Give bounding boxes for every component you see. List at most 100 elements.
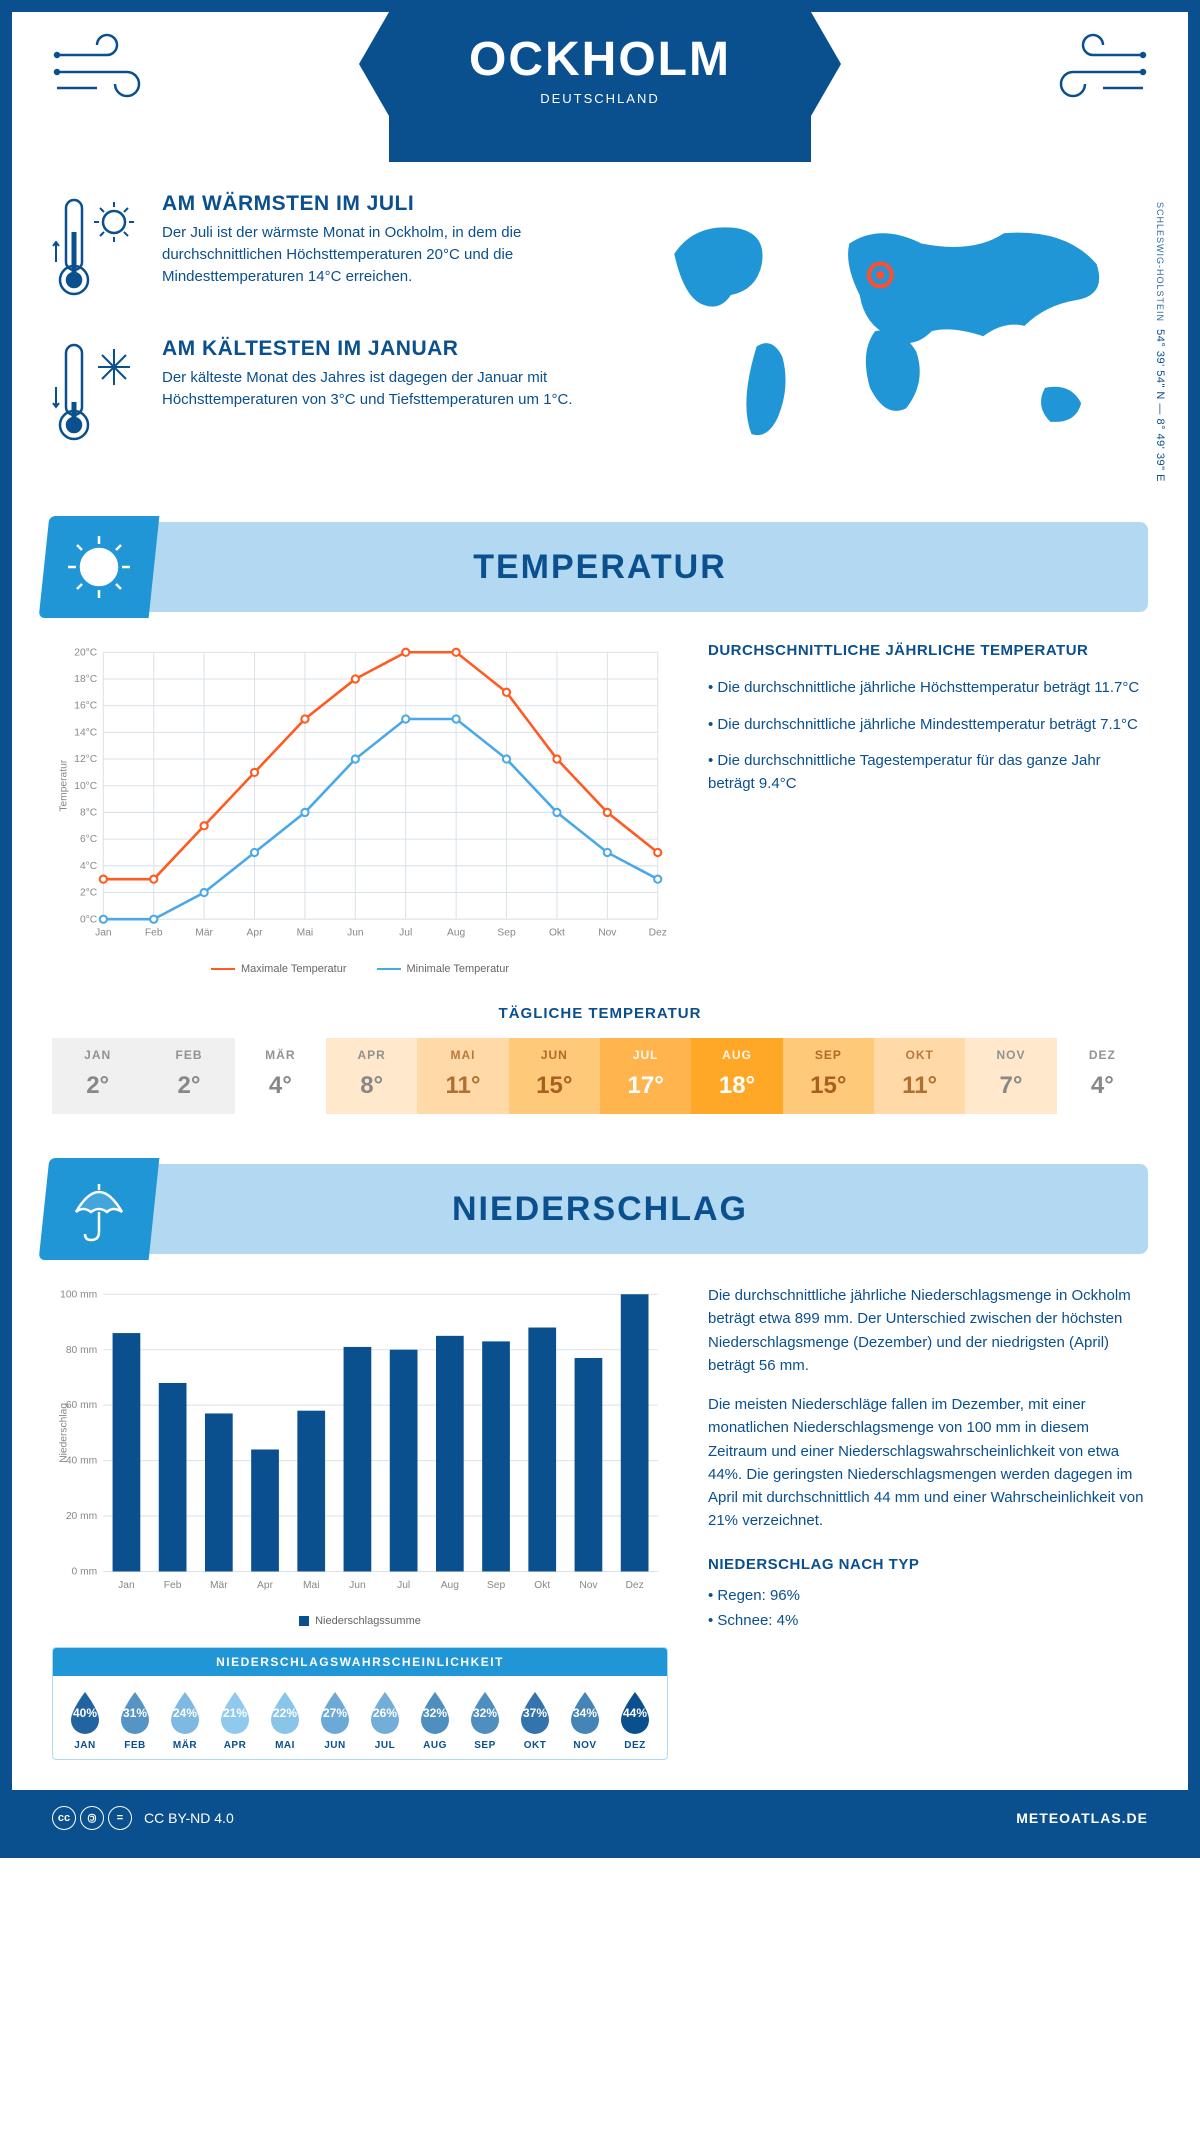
city-name: OCKHOLM bbox=[469, 32, 731, 87]
svg-text:0 mm: 0 mm bbox=[72, 1567, 98, 1578]
svg-text:Jan: Jan bbox=[118, 1580, 135, 1591]
temp-bullet: • Die durchschnittliche jährliche Höchst… bbox=[708, 677, 1148, 700]
daily-cell: APR8° bbox=[326, 1038, 417, 1114]
svg-text:Mai: Mai bbox=[297, 928, 314, 939]
precip-p2: Die meisten Niederschläge fallen im Deze… bbox=[708, 1393, 1148, 1533]
bytype-item: • Regen: 96% bbox=[708, 1584, 1148, 1607]
section-header-temperatur: TEMPERATUR bbox=[52, 522, 1148, 612]
prob-cell: 27%JUN bbox=[311, 1688, 359, 1751]
svg-text:80 mm: 80 mm bbox=[66, 1345, 97, 1356]
bytype-item: • Schnee: 4% bbox=[708, 1609, 1148, 1632]
svg-text:2°C: 2°C bbox=[80, 888, 98, 899]
precipitation-probability-box: NIEDERSCHLAGSWAHRSCHEINLICHKEIT 40%JAN31… bbox=[52, 1647, 668, 1760]
prob-cell: 22%MAI bbox=[261, 1688, 309, 1751]
thermometer-hot-icon bbox=[52, 192, 142, 307]
section-header-niederschlag: NIEDERSCHLAG bbox=[52, 1164, 1148, 1254]
svg-text:14°C: 14°C bbox=[74, 727, 98, 738]
svg-text:Apr: Apr bbox=[247, 928, 264, 939]
svg-text:0°C: 0°C bbox=[80, 914, 98, 925]
daily-cell: AUG18° bbox=[691, 1038, 782, 1114]
cc-icons: cc🄯= bbox=[52, 1806, 132, 1830]
svg-text:Okt: Okt bbox=[534, 1580, 550, 1591]
daily-cell: SEP15° bbox=[783, 1038, 874, 1114]
svg-text:Niederschlag: Niederschlag bbox=[58, 1403, 69, 1463]
temp-bullet: • Die durchschnittliche Tagestemperatur … bbox=[708, 750, 1148, 795]
svg-text:6°C: 6°C bbox=[80, 834, 98, 845]
warmest-title: AM WÄRMSTEN IM JULI bbox=[162, 192, 593, 216]
svg-text:8°C: 8°C bbox=[80, 808, 98, 819]
world-map: SCHLESWIG-HOLSTEIN 54° 39' 54" N — 8° 49… bbox=[633, 192, 1148, 482]
daily-temp-grid: JAN2°FEB2°MÄR4°APR8°MAI11°JUN15°JUL17°AU… bbox=[52, 1038, 1148, 1114]
wind-icon bbox=[1038, 30, 1148, 115]
country-name: DEUTSCHLAND bbox=[469, 91, 731, 106]
coldest-text: Der kälteste Monat des Jahres ist dagege… bbox=[162, 367, 593, 411]
svg-text:Feb: Feb bbox=[145, 928, 163, 939]
header: OCKHOLM DEUTSCHLAND bbox=[52, 12, 1148, 162]
warmest-text: Der Juli ist der wärmste Monat in Ockhol… bbox=[162, 222, 593, 287]
precip-p1: Die durchschnittliche jährliche Niedersc… bbox=[708, 1284, 1148, 1377]
svg-text:Okt: Okt bbox=[549, 928, 565, 939]
svg-text:Jun: Jun bbox=[349, 1580, 366, 1591]
svg-text:Apr: Apr bbox=[257, 1580, 274, 1591]
prob-cell: 40%JAN bbox=[61, 1688, 109, 1751]
svg-text:20 mm: 20 mm bbox=[66, 1511, 97, 1522]
svg-text:Sep: Sep bbox=[487, 1580, 506, 1591]
wind-icon bbox=[52, 30, 162, 115]
prob-title: NIEDERSCHLAGSWAHRSCHEINLICHKEIT bbox=[53, 1648, 667, 1676]
prob-cell: 26%JUL bbox=[361, 1688, 409, 1751]
title-ribbon: OCKHOLM DEUTSCHLAND bbox=[389, 12, 811, 162]
coordinates: SCHLESWIG-HOLSTEIN 54° 39' 54" N — 8° 49… bbox=[1154, 202, 1166, 482]
precipitation-bar-chart: 0 mm20 mm40 mm60 mm80 mm100 mmNiederschl… bbox=[52, 1284, 668, 1627]
temp-bullet: • Die durchschnittliche jährliche Mindes… bbox=[708, 714, 1148, 737]
daily-cell: MÄR4° bbox=[235, 1038, 326, 1114]
svg-text:Mär: Mär bbox=[210, 1580, 228, 1591]
svg-text:40 mm: 40 mm bbox=[66, 1456, 97, 1467]
daily-cell: NOV7° bbox=[965, 1038, 1056, 1114]
daily-temp-title: TÄGLICHE TEMPERATUR bbox=[52, 1005, 1148, 1022]
temp-text-title: DURCHSCHNITTLICHE JÄHRLICHE TEMPERATUR bbox=[708, 642, 1148, 659]
daily-cell: JAN2° bbox=[52, 1038, 143, 1114]
svg-text:10°C: 10°C bbox=[74, 781, 98, 792]
svg-text:Temperatur: Temperatur bbox=[58, 759, 69, 811]
svg-text:Nov: Nov bbox=[579, 1580, 598, 1591]
svg-text:100 mm: 100 mm bbox=[60, 1289, 97, 1300]
svg-text:Sep: Sep bbox=[497, 928, 516, 939]
svg-text:Aug: Aug bbox=[447, 928, 466, 939]
svg-text:Jul: Jul bbox=[399, 928, 412, 939]
svg-text:20°C: 20°C bbox=[74, 647, 98, 658]
daily-cell: OKT11° bbox=[874, 1038, 965, 1114]
prob-cell: 24%MÄR bbox=[161, 1688, 209, 1751]
svg-text:18°C: 18°C bbox=[74, 674, 98, 685]
svg-text:Dez: Dez bbox=[626, 1580, 644, 1591]
svg-text:Jun: Jun bbox=[347, 928, 364, 939]
daily-cell: JUN15° bbox=[509, 1038, 600, 1114]
site-name: METEOATLAS.DE bbox=[1016, 1810, 1148, 1826]
warmest-fact: AM WÄRMSTEN IM JULI Der Juli ist der wär… bbox=[52, 192, 593, 307]
prob-cell: 44%DEZ bbox=[611, 1688, 659, 1751]
svg-text:Jan: Jan bbox=[95, 928, 112, 939]
section-title: NIEDERSCHLAG bbox=[52, 1190, 1148, 1229]
svg-text:Mai: Mai bbox=[303, 1580, 320, 1591]
svg-text:Dez: Dez bbox=[649, 928, 667, 939]
daily-cell: DEZ4° bbox=[1057, 1038, 1148, 1114]
coldest-title: AM KÄLTESTEN IM JANUAR bbox=[162, 337, 593, 361]
svg-text:Feb: Feb bbox=[164, 1580, 182, 1591]
svg-text:Aug: Aug bbox=[441, 1580, 460, 1591]
svg-text:Nov: Nov bbox=[598, 928, 617, 939]
svg-text:Mär: Mär bbox=[195, 928, 213, 939]
svg-text:Jul: Jul bbox=[397, 1580, 410, 1591]
temperature-line-chart: 0°C2°C4°C6°C8°C10°C12°C14°C16°C18°C20°CJ… bbox=[52, 642, 668, 975]
thermometer-cold-icon bbox=[52, 337, 142, 452]
daily-cell: MAI11° bbox=[417, 1038, 508, 1114]
umbrella-icon bbox=[39, 1158, 160, 1260]
daily-cell: FEB2° bbox=[143, 1038, 234, 1114]
prob-cell: 32%SEP bbox=[461, 1688, 509, 1751]
prob-cell: 37%OKT bbox=[511, 1688, 559, 1751]
coldest-fact: AM KÄLTESTEN IM JANUAR Der kälteste Mona… bbox=[52, 337, 593, 452]
sun-icon bbox=[39, 516, 160, 618]
prob-cell: 32%AUG bbox=[411, 1688, 459, 1751]
precip-bytype-title: NIEDERSCHLAG NACH TYP bbox=[708, 1553, 1148, 1576]
prob-cell: 31%FEB bbox=[111, 1688, 159, 1751]
prob-cell: 34%NOV bbox=[561, 1688, 609, 1751]
section-title: TEMPERATUR bbox=[52, 548, 1148, 587]
